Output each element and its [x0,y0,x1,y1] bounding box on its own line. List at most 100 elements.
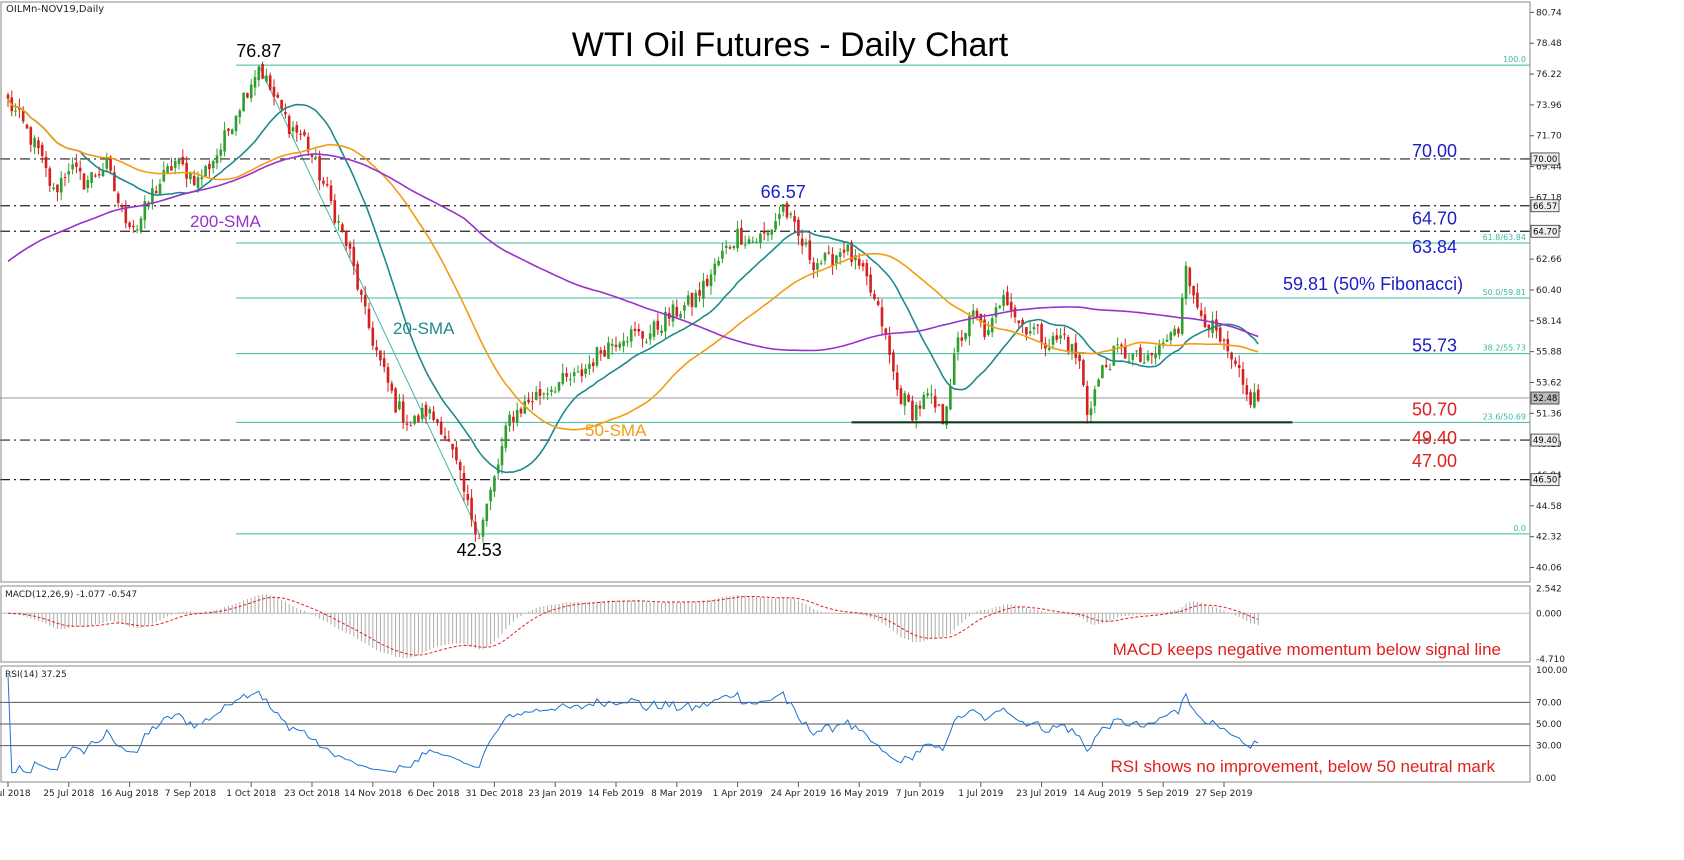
symbol-label: OILMn-NOV19,Daily [6,4,104,15]
candle-body [778,214,781,220]
candle-body [1177,328,1180,334]
candle [933,388,937,413]
candle-body [1207,324,1211,331]
candle-body [740,227,743,245]
candle [724,239,728,255]
candle-body [743,244,747,246]
candle-body [97,174,101,176]
candle-body [1082,360,1085,386]
candle-body [128,222,131,227]
candle-body [835,255,838,265]
candle [618,341,622,351]
candle-body [348,243,352,249]
candle [223,121,226,157]
candle [37,136,40,155]
candle-body [1089,408,1093,416]
candle [1074,333,1078,365]
candle [325,176,329,188]
candle-body [211,161,215,169]
candle [200,169,204,187]
rsi-label: RSI(14) 37.25 [5,670,67,680]
candle-body [842,249,846,253]
candle [880,298,884,336]
candle-body [755,241,758,243]
candle-body [998,305,1002,308]
candle-body [162,170,166,182]
candle-body [979,313,983,323]
candle [759,232,762,249]
candle [462,465,466,501]
candle-body [1120,344,1123,346]
candle-body [819,263,823,265]
candle-body [322,180,325,184]
candle-body [800,238,804,246]
candle [1245,378,1249,402]
candle-body [268,75,272,90]
candle [1013,304,1017,324]
candle [246,92,249,99]
sma-50-line [7,98,1259,431]
candle-body [249,84,253,99]
candle-body [215,155,219,164]
candle-body [873,294,876,300]
sma-label: 50-SMA [585,421,647,440]
candle [59,171,63,201]
candle-body [173,160,177,168]
x-tick-label: 7 Sep 2018 [165,789,217,799]
candle [774,212,777,233]
candle-body [1139,347,1142,363]
candle-body [379,350,382,361]
candle [1085,380,1089,424]
candle-body [1017,320,1021,324]
candle [29,125,33,153]
candle [633,321,637,337]
candle-body [1025,327,1028,335]
candle-body [143,201,147,221]
candle-body [922,395,926,410]
candle-body [759,233,762,243]
rsi-tick-label: 100.00 [1536,666,1568,676]
candle [386,363,390,392]
candle [1093,385,1097,414]
candle-body [1097,379,1100,387]
price-annotation: 50.70 [1412,399,1457,419]
candle [987,321,990,337]
candle-body [439,421,443,435]
candle [25,123,29,130]
candle-body [1044,343,1047,349]
candle [580,363,584,383]
candle-body [1066,337,1070,351]
candle [451,443,454,459]
candle [584,364,587,378]
candle-body [230,129,234,135]
candle-body [975,310,979,318]
candle [128,221,131,230]
candle [170,157,173,171]
fibonacci-level-tag: 0.0 [1513,524,1526,533]
candle [964,332,967,342]
candle-body [876,301,880,305]
candle-body [637,328,641,332]
candle [918,400,922,417]
candle [1101,364,1104,379]
candle [154,185,158,195]
candle [1082,358,1085,387]
candle-body [458,461,462,471]
candle [1025,327,1028,341]
candle-body [238,110,242,118]
candle [1135,350,1138,357]
candle [215,148,219,170]
candle [842,241,846,258]
candle-body [196,177,200,188]
candle-body [797,219,800,236]
candle-body [1085,385,1089,415]
candle-body [219,149,223,156]
candle-body [633,328,637,331]
y-tick-label: 73.96 [1536,101,1562,111]
candle [333,193,337,225]
fibonacci-level-tag: 23.6/50.69 [1483,412,1526,421]
candle-body [6,94,10,99]
candle-body [413,415,416,424]
candle [519,406,523,418]
candle [268,72,272,91]
